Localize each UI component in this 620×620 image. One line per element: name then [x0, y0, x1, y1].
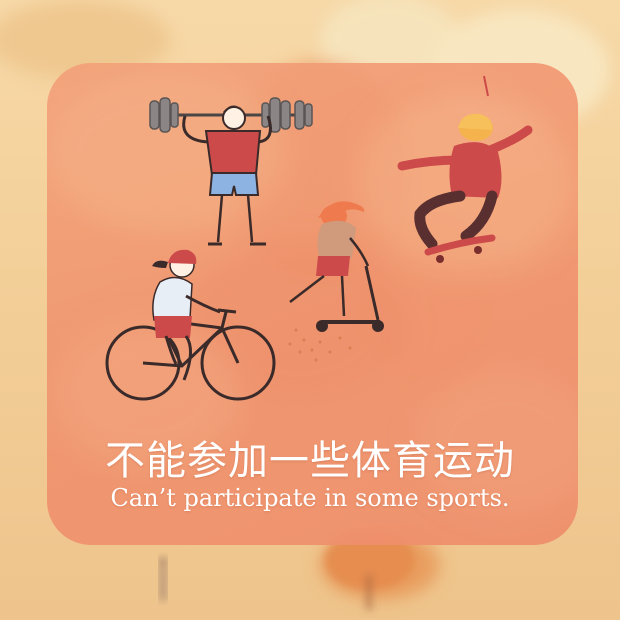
- content-card: [47, 63, 578, 545]
- blurred-tree: [325, 530, 415, 610]
- card-title-chinese: 不能参加一些体育运动: [105, 438, 515, 484]
- cyclist-figure: [105, 249, 276, 401]
- weightlifter-figure: [149, 97, 313, 246]
- scooter-rider-figure: [288, 201, 384, 362]
- blurred-person: [159, 557, 167, 601]
- card-title-english: Can’t participate in some sports.: [110, 484, 510, 512]
- skateboarder-figure: [397, 75, 533, 263]
